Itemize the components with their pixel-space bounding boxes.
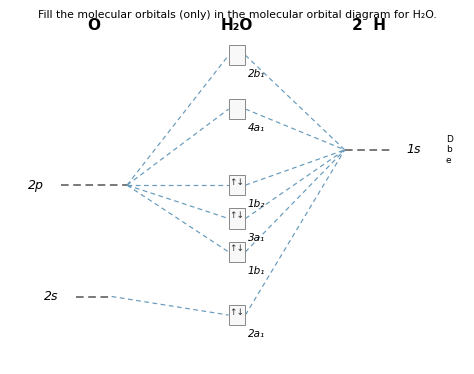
Text: 1b₂: 1b₂ bbox=[248, 199, 265, 209]
Bar bbox=[228, 99, 246, 119]
Text: Fill the molecular orbitals (only) in the molecular orbital diagram for H₂O.: Fill the molecular orbitals (only) in th… bbox=[37, 10, 437, 19]
Text: 2b₁: 2b₁ bbox=[248, 69, 265, 79]
Text: ↑↓: ↑↓ bbox=[229, 211, 245, 220]
Bar bbox=[228, 175, 246, 195]
Text: ↑↓: ↑↓ bbox=[229, 178, 245, 187]
Bar bbox=[228, 45, 246, 65]
Text: ↑↓: ↑↓ bbox=[229, 307, 245, 317]
Text: 4a₁: 4a₁ bbox=[248, 123, 265, 133]
Text: 2p: 2p bbox=[27, 179, 44, 191]
Bar bbox=[228, 208, 246, 229]
Text: 2s: 2s bbox=[45, 290, 59, 303]
Bar bbox=[228, 305, 246, 325]
Text: 1s: 1s bbox=[406, 143, 421, 156]
Text: 3a₁: 3a₁ bbox=[248, 233, 265, 243]
Bar bbox=[228, 242, 246, 262]
Text: H₂O: H₂O bbox=[221, 18, 253, 33]
Text: O: O bbox=[88, 18, 100, 33]
Text: 1b₁: 1b₁ bbox=[248, 266, 265, 276]
Text: 2a₁: 2a₁ bbox=[248, 329, 265, 339]
Text: D
b
e: D b e bbox=[446, 135, 453, 165]
Text: 2  H: 2 H bbox=[352, 18, 386, 33]
Text: ↑↓: ↑↓ bbox=[229, 245, 245, 254]
